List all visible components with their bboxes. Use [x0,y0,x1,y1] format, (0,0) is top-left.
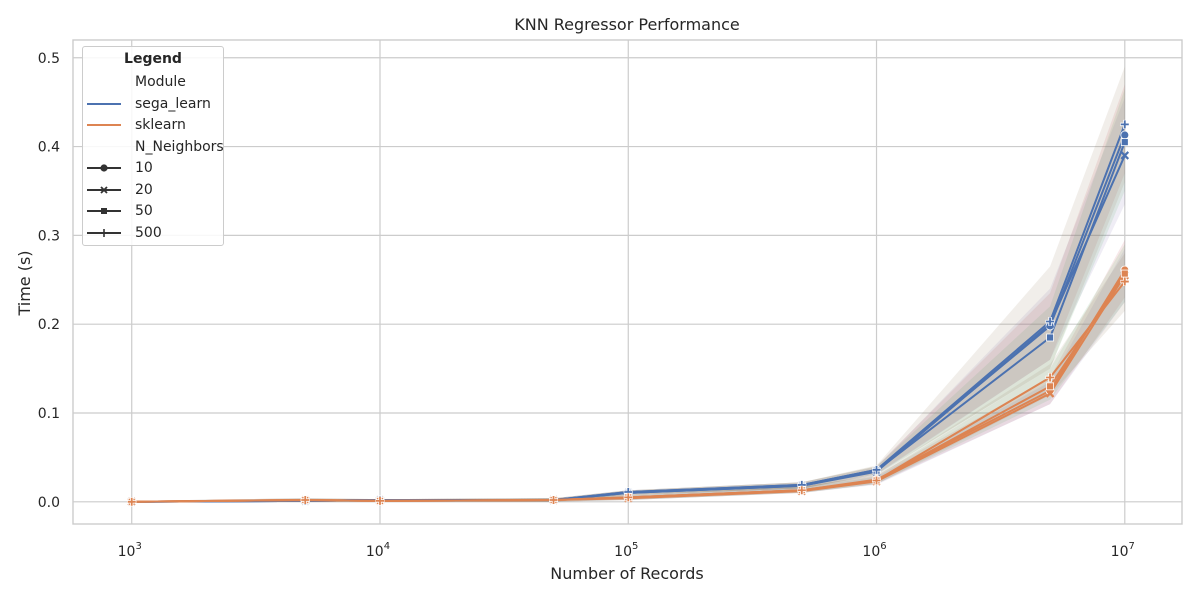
legend-section-label: N_Neighbors [135,139,224,155]
chart-title: KNN Regressor Performance [514,15,740,34]
axes-border [72,39,1183,525]
data-point [1120,130,1130,140]
data-point [549,496,558,505]
y-axis-label: Time (s) [15,250,34,316]
legend-item-label: 500 [135,225,162,241]
x-tick-label: 103 [118,541,142,560]
legend-section-neighbors: N_Neighbors [87,137,224,157]
legend-title: Legend [124,51,182,67]
data-point [301,496,310,505]
x-marker-icon [87,180,121,200]
y-tick-label: 0.2 [38,317,60,333]
axes-frame [72,39,1183,525]
legend-item-sega-learn: sega_learn [87,94,211,114]
legend-section-module: Module [87,72,186,92]
legend-item-neighbors-10: 10 [87,158,153,178]
data-point [1046,333,1054,342]
legend-item-neighbors-500: 500 [87,223,162,243]
data-point [1046,382,1054,391]
x-tick-label: 107 [1111,541,1135,560]
legend: Legend Module sega_learn sklearn N_Neigh… [82,46,224,246]
data-point [1120,120,1129,129]
x-tick-label: 105 [614,541,638,560]
legend-item-label: 50 [135,203,153,219]
data-point [1120,138,1129,147]
data-point [127,497,136,506]
x-tick-label: 104 [366,541,390,560]
plus-marker-icon [87,223,121,243]
data-point [872,476,881,485]
data-point [1046,373,1055,382]
legend-line-swatch [87,115,121,135]
y-tick-label: 0.5 [38,51,60,67]
legend-item-neighbors-20: 20 [87,180,153,200]
data-point [1120,151,1130,160]
data-point [624,493,633,502]
square-marker-icon [87,201,121,221]
legend-item-label: 10 [135,160,153,176]
legend-item-sklearn: sklearn [87,115,186,135]
legend-section-spacer [87,72,121,92]
marker-layer [127,119,1130,507]
x-axis-label: Number of Records [550,564,703,583]
y-tick-label: 0.1 [38,406,60,422]
data-point [375,496,384,505]
data-point [1120,269,1129,278]
legend-item-neighbors-50: 50 [87,201,153,221]
legend-section-label: Module [135,74,186,90]
legend-item-label: sklearn [135,117,186,133]
data-point [1046,317,1055,326]
circle-marker-icon [87,158,121,178]
legend-section-spacer [87,137,121,157]
data-point [872,465,881,474]
y-tick-label: 0.0 [38,495,60,511]
data-point [797,486,806,495]
x-tick-label: 106 [862,541,886,560]
legend-item-label: 20 [135,182,153,198]
grid-layer [73,40,1182,524]
legend-line-swatch [87,94,121,114]
y-tick-label: 0.3 [38,228,60,244]
data-point [1120,277,1129,286]
tick-label-layer: 103 104 105 106 107 0.0 0.1 0.2 0.3 0.4 0.5 [38,51,1135,560]
y-tick-label: 0.4 [38,140,60,156]
data-point [1045,389,1055,398]
legend-item-label: sega_learn [135,96,211,112]
